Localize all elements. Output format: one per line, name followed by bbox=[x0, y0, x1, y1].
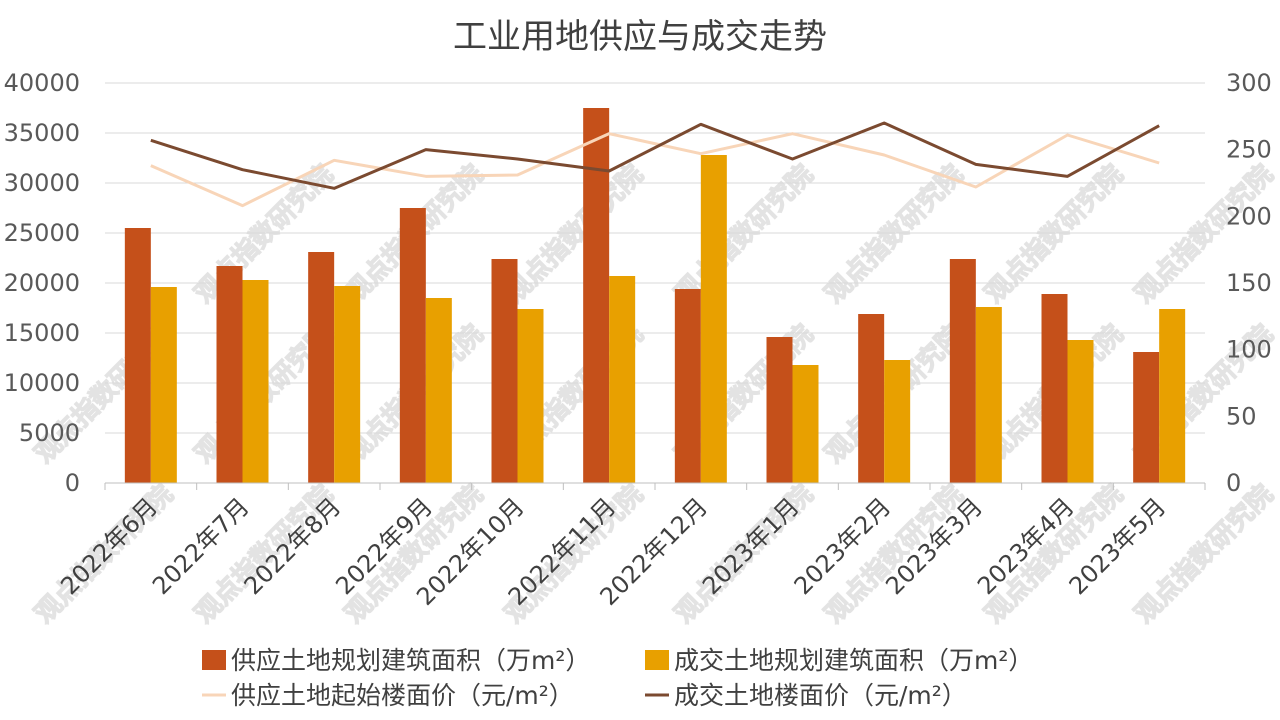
bar-deal-area bbox=[609, 276, 636, 483]
right-tick-label: 250 bbox=[1226, 136, 1272, 164]
legend-label-deal-area: 成交土地规划建筑面积（万m²） bbox=[674, 646, 1033, 675]
left-tick-label: 25000 bbox=[4, 219, 80, 247]
x-tick-label: 2022年6月 bbox=[55, 492, 163, 600]
bar-series bbox=[124, 108, 1186, 483]
line-supply-price bbox=[150, 132, 1160, 208]
bar-deal-area bbox=[792, 365, 819, 483]
bar-deal-area bbox=[425, 298, 452, 483]
right-tick-label: 0 bbox=[1226, 469, 1241, 497]
bar-supply-area bbox=[949, 259, 976, 483]
left-tick-label: 40000 bbox=[4, 69, 80, 97]
watermark-text: 观点指数研究院 bbox=[819, 159, 970, 310]
bar-deal-area bbox=[242, 280, 269, 483]
x-tick-label: 2023年1月 bbox=[697, 492, 805, 600]
bar-supply-area bbox=[674, 289, 701, 483]
legend-label-deal-price: 成交土地楼面价（元/m²） bbox=[674, 681, 967, 710]
line-series bbox=[150, 121, 1160, 208]
bar-deal-area bbox=[975, 307, 1002, 483]
bar-supply-area bbox=[766, 337, 793, 483]
bar-deal-area bbox=[150, 287, 177, 483]
left-tick-label: 35000 bbox=[4, 119, 80, 147]
left-tick-label: 10000 bbox=[4, 369, 80, 397]
chart-title: 工业用地供应与成交走势 bbox=[453, 17, 827, 57]
legend-label-supply-area: 供应土地规划建筑面积（万m²） bbox=[231, 646, 590, 675]
left-tick-label: 20000 bbox=[4, 269, 80, 297]
right-y-axis: 0 50 100 150 200 250 300 bbox=[1226, 69, 1272, 497]
line-deal-price bbox=[150, 121, 1160, 190]
bar-deal-area bbox=[1067, 340, 1094, 483]
right-tick-label: 150 bbox=[1226, 269, 1272, 297]
left-y-axis: 0 5000 10000 15000 20000 25000 30000 35000 40000 bbox=[4, 69, 80, 497]
bar-supply-area bbox=[308, 252, 335, 483]
watermark-text: 观点指数研究院 bbox=[669, 159, 820, 310]
bar-supply-area bbox=[216, 266, 243, 483]
right-tick-label: 50 bbox=[1226, 402, 1257, 430]
left-tick-label: 15000 bbox=[4, 319, 80, 347]
legend: 供应土地规划建筑面积（万m²） 成交土地规划建筑面积（万m²） 供应土地起始楼面… bbox=[202, 646, 1033, 710]
right-tick-label: 100 bbox=[1226, 336, 1272, 364]
bar-supply-area bbox=[1133, 352, 1160, 483]
bar-deal-area bbox=[700, 155, 727, 483]
bar-supply-area bbox=[399, 208, 426, 483]
left-tick-label: 0 bbox=[65, 469, 80, 497]
bar-supply-area bbox=[583, 108, 610, 483]
legend-swatch-deal-area bbox=[645, 650, 669, 670]
bar-deal-area bbox=[517, 309, 544, 483]
right-tick-label: 300 bbox=[1226, 69, 1272, 97]
left-tick-label: 5000 bbox=[19, 419, 80, 447]
right-tick-label: 200 bbox=[1226, 202, 1272, 230]
watermark-text: 观点指数研究院 bbox=[979, 159, 1130, 310]
bar-deal-area bbox=[334, 286, 361, 483]
bar-supply-area bbox=[858, 314, 885, 483]
legend-label-supply-price: 供应土地起始楼面价（元/m²） bbox=[231, 681, 574, 710]
bar-supply-area bbox=[124, 228, 151, 483]
legend-swatch-supply-area bbox=[202, 650, 226, 670]
gridlines bbox=[105, 82, 1205, 484]
bar-supply-area bbox=[1041, 294, 1068, 483]
left-tick-label: 30000 bbox=[4, 169, 80, 197]
bar-deal-area bbox=[884, 360, 911, 483]
bar-supply-area bbox=[491, 259, 518, 483]
bar-deal-area bbox=[1159, 309, 1186, 483]
